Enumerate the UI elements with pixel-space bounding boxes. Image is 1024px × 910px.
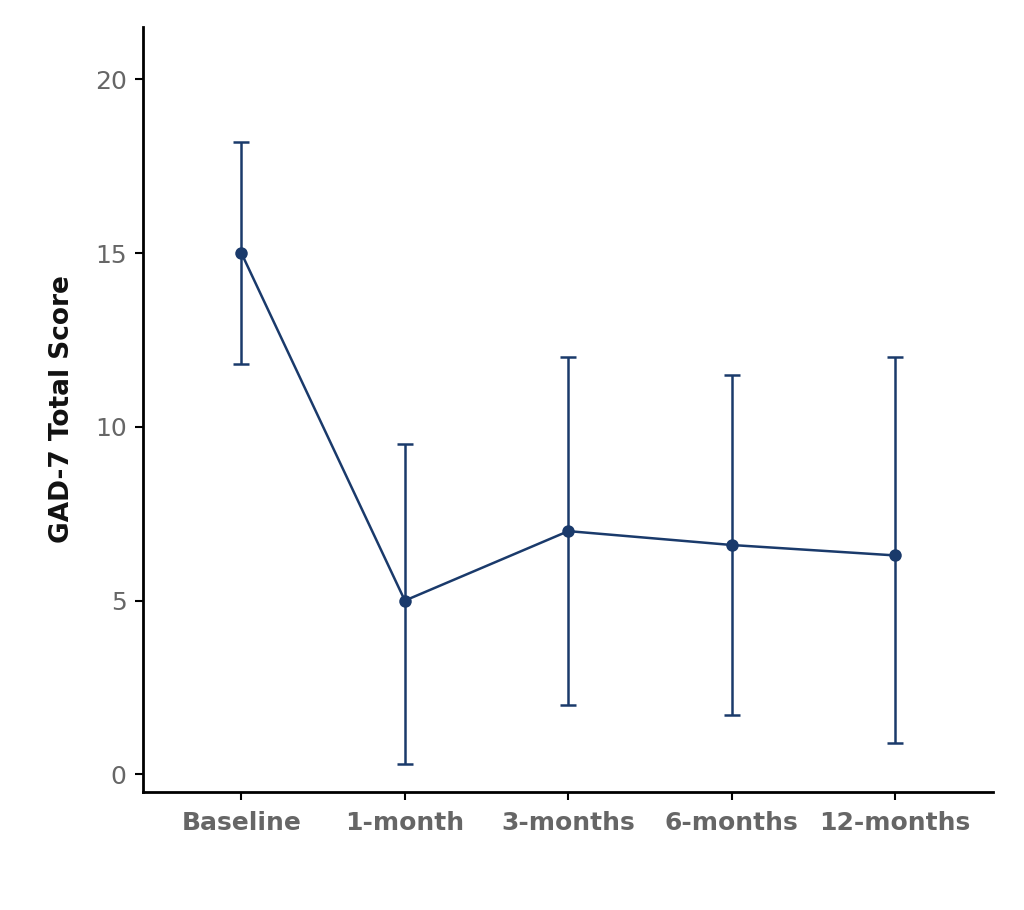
Point	[887, 548, 903, 562]
Point	[233, 246, 250, 260]
Point	[396, 593, 413, 608]
Y-axis label: GAD-7 Total Score: GAD-7 Total Score	[49, 276, 76, 543]
Point	[560, 524, 577, 539]
Point	[724, 538, 740, 552]
